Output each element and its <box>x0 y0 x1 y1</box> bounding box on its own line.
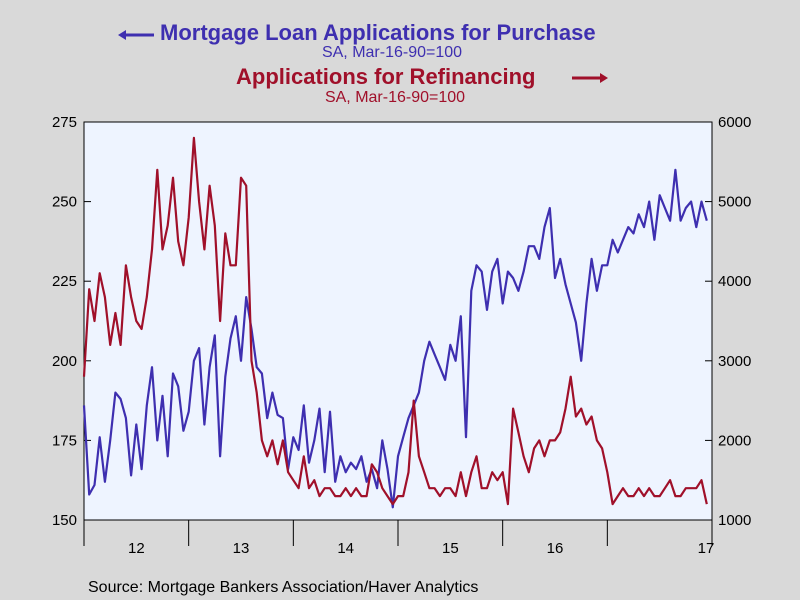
left-axis: 150 175 200 225 250 275 <box>52 114 91 529</box>
subtitle-refinancing: SA, Mar-16-90=100 <box>325 89 465 106</box>
left-tick-label: 175 <box>52 432 77 449</box>
x-tick-label: 12 <box>128 540 145 557</box>
right-arrow-icon <box>572 73 608 83</box>
title-purchase: Mortgage Loan Applications for Purchase <box>160 20 596 45</box>
right-axis: 1000 2000 3000 4000 5000 6000 <box>705 114 751 529</box>
left-tick-label: 225 <box>52 273 77 290</box>
title-refi-group: Applications for Refinancing SA, Mar-16-… <box>236 64 608 106</box>
x-tick-label: 15 <box>442 540 459 557</box>
series-layer <box>82 136 708 509</box>
left-tick-label: 275 <box>52 114 77 131</box>
right-tick-label: 6000 <box>718 114 751 131</box>
right-tick-label: 1000 <box>718 512 751 529</box>
x-tick-label: 13 <box>233 540 250 557</box>
right-tick-label: 5000 <box>718 194 751 211</box>
left-tick-label: 200 <box>52 353 77 370</box>
subtitle-purchase: SA, Mar-16-90=100 <box>322 44 462 61</box>
title-refinancing: Applications for Refinancing <box>236 64 535 89</box>
right-tick-label: 2000 <box>718 432 751 449</box>
left-tick-label: 250 <box>52 194 77 211</box>
right-tick-label: 4000 <box>718 273 751 290</box>
series-line-purchase <box>82 168 708 509</box>
series-line-refinancing <box>82 136 708 506</box>
x-tick-label: 14 <box>337 540 354 557</box>
title-purchase-group: Mortgage Loan Applications for Purchase … <box>118 20 596 61</box>
x-tick-label: 16 <box>547 540 564 557</box>
left-arrow-icon <box>118 30 154 40</box>
right-tick-label: 3000 <box>718 353 751 370</box>
x-tick-label: 17 <box>698 540 715 557</box>
x-axis: 12 13 14 15 16 17 <box>83 520 715 557</box>
left-tick-label: 150 <box>52 512 77 529</box>
source-note: Source: Mortgage Bankers Association/Hav… <box>88 579 478 596</box>
